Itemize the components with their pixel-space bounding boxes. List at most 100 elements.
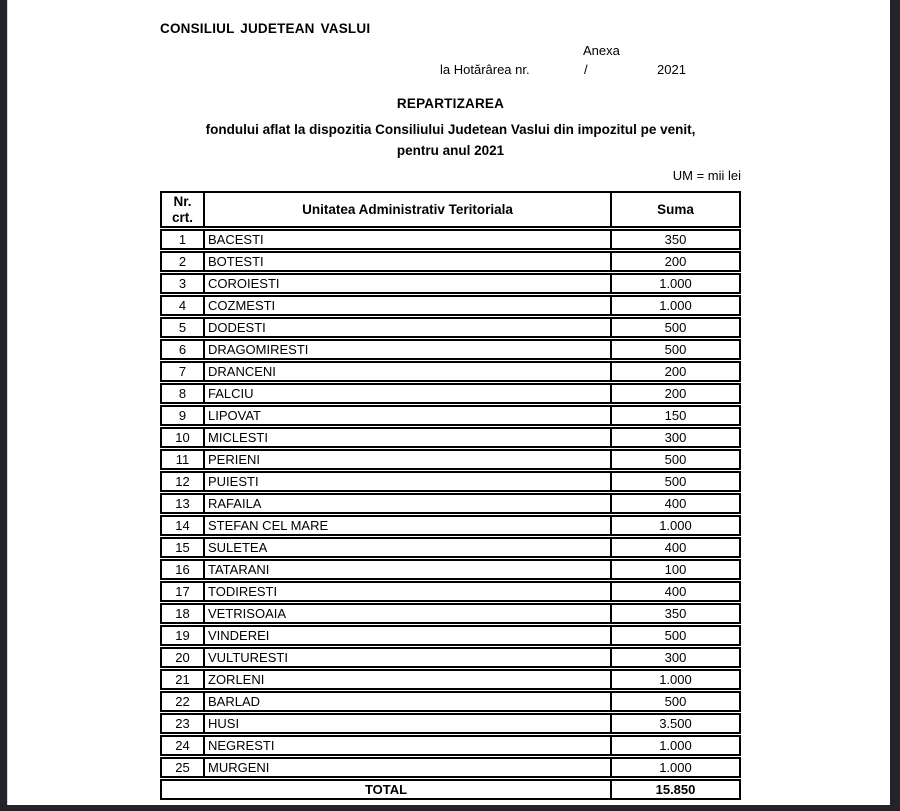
anexa-label: Anexa	[583, 43, 620, 58]
header-nr-crt: Nr. crt.	[160, 191, 203, 228]
table-row: 2 BOTESTI 200	[160, 251, 741, 272]
table-header-row: Nr. crt. Unitatea Administrativ Teritori…	[160, 191, 741, 228]
uat-name-cell: BACESTI	[203, 229, 610, 250]
table-row: 13 RAFAILA 400	[160, 493, 741, 514]
uat-name-cell: STEFAN CEL MARE	[203, 515, 610, 536]
uat-name-cell: VULTURESTI	[203, 647, 610, 668]
suma-cell: 400	[610, 581, 741, 602]
table-row: 11 PERIENI 500	[160, 449, 741, 470]
header-uat: Unitatea Administrativ Teritoriala	[203, 191, 610, 228]
suma-cell: 400	[610, 537, 741, 558]
row-number-cell: 22	[160, 691, 203, 712]
document-page: CONSILIUL JUDETEAN VASLUI Anexa la Hotăr…	[7, 0, 890, 805]
row-number-cell: 25	[160, 757, 203, 778]
uat-name-cell: TODIRESTI	[203, 581, 610, 602]
row-number-cell: 17	[160, 581, 203, 602]
suma-cell: 100	[610, 559, 741, 580]
row-number-cell: 20	[160, 647, 203, 668]
uat-name-cell: PUIESTI	[203, 471, 610, 492]
table-row: 17 TODIRESTI 400	[160, 581, 741, 602]
suma-cell: 500	[610, 339, 741, 360]
table-row: 25 MURGENI 1.000	[160, 757, 741, 778]
suma-cell: 500	[610, 471, 741, 492]
suma-cell: 350	[610, 229, 741, 250]
decision-number-slash: /	[584, 62, 588, 77]
row-number-cell: 14	[160, 515, 203, 536]
table-row: 9 LIPOVAT 150	[160, 405, 741, 426]
suma-cell: 1.000	[610, 757, 741, 778]
uat-name-cell: COZMESTI	[203, 295, 610, 316]
row-number-cell: 16	[160, 559, 203, 580]
suma-cell: 1.000	[610, 735, 741, 756]
suma-cell: 500	[610, 317, 741, 338]
suma-cell: 200	[610, 383, 741, 404]
row-number-cell: 3	[160, 273, 203, 294]
uat-name-cell: BOTESTI	[203, 251, 610, 272]
table-row: 22 BARLAD 500	[160, 691, 741, 712]
row-number-cell: 7	[160, 361, 203, 382]
uat-name-cell: DRAGOMIRESTI	[203, 339, 610, 360]
suma-cell: 1.000	[610, 295, 741, 316]
total-row: TOTAL 15.850	[160, 779, 741, 800]
uat-name-cell: DODESTI	[203, 317, 610, 338]
suma-cell: 500	[610, 691, 741, 712]
uat-name-cell: MURGENI	[203, 757, 610, 778]
row-number-cell: 9	[160, 405, 203, 426]
table-row: 10 MICLESTI 300	[160, 427, 741, 448]
uat-name-cell: LIPOVAT	[203, 405, 610, 426]
document-subtitle-line2: pentru anul 2021	[396, 143, 505, 158]
uat-name-cell: DRANCENI	[203, 361, 610, 382]
suma-cell: 200	[610, 251, 741, 272]
row-number-cell: 13	[160, 493, 203, 514]
row-number-cell: 15	[160, 537, 203, 558]
row-number-cell: 2	[160, 251, 203, 272]
table-row: 21 ZORLENI 1.000	[160, 669, 741, 690]
table-row: 18 VETRISOAIA 350	[160, 603, 741, 624]
uat-name-cell: SULETEA	[203, 537, 610, 558]
suma-cell: 150	[610, 405, 741, 426]
row-number-cell: 12	[160, 471, 203, 492]
uat-name-cell: MICLESTI	[203, 427, 610, 448]
table-row: 4 COZMESTI 1.000	[160, 295, 741, 316]
header-nr-crt-label: Nr. crt.	[171, 193, 193, 225]
unit-of-measure-note: UM = mii lei	[672, 168, 741, 183]
table-row: 20 VULTURESTI 300	[160, 647, 741, 668]
suma-cell: 3.500	[610, 713, 741, 734]
uat-name-cell: TATARANI	[203, 559, 610, 580]
row-number-cell: 1	[160, 229, 203, 250]
suma-cell: 300	[610, 427, 741, 448]
table-row: 6 DRAGOMIRESTI 500	[160, 339, 741, 360]
table-row: 8 FALCIU 200	[160, 383, 741, 404]
table-row: 5 DODESTI 500	[160, 317, 741, 338]
suma-cell: 200	[610, 361, 741, 382]
uat-name-cell: VINDEREI	[203, 625, 610, 646]
table-header: Nr. crt. Unitatea Administrativ Teritori…	[160, 191, 741, 228]
table-row: 24 NEGRESTI 1.000	[160, 735, 741, 756]
uat-name-cell: NEGRESTI	[203, 735, 610, 756]
document-subtitle-line1: fondului aflat la dispozitia Consiliului…	[205, 122, 696, 137]
row-number-cell: 5	[160, 317, 203, 338]
document-content: CONSILIUL JUDETEAN VASLUI Anexa la Hotăr…	[160, 0, 741, 805]
row-number-cell: 19	[160, 625, 203, 646]
decision-reference-line: la Hotărârea nr. / 2021	[160, 62, 741, 78]
row-number-cell: 4	[160, 295, 203, 316]
header-suma: Suma	[610, 191, 741, 228]
suma-cell: 1.000	[610, 273, 741, 294]
allocation-table: Nr. crt. Unitatea Administrativ Teritori…	[160, 190, 741, 801]
row-number-cell: 21	[160, 669, 203, 690]
uat-name-cell: HUSI	[203, 713, 610, 734]
decision-reference-prefix: la Hotărârea nr.	[440, 62, 530, 77]
uat-name-cell: BARLAD	[203, 691, 610, 712]
uat-name-cell: VETRISOAIA	[203, 603, 610, 624]
table-footer: TOTAL 15.850	[160, 779, 741, 800]
row-number-cell: 24	[160, 735, 203, 756]
table-row: 15 SULETEA 400	[160, 537, 741, 558]
table-row: 19 VINDEREI 500	[160, 625, 741, 646]
table-row: 12 PUIESTI 500	[160, 471, 741, 492]
table-row: 1 BACESTI 350	[160, 229, 741, 250]
table-row: 23 HUSI 3.500	[160, 713, 741, 734]
row-number-cell: 18	[160, 603, 203, 624]
total-label-cell: TOTAL	[160, 779, 610, 800]
row-number-cell: 6	[160, 339, 203, 360]
